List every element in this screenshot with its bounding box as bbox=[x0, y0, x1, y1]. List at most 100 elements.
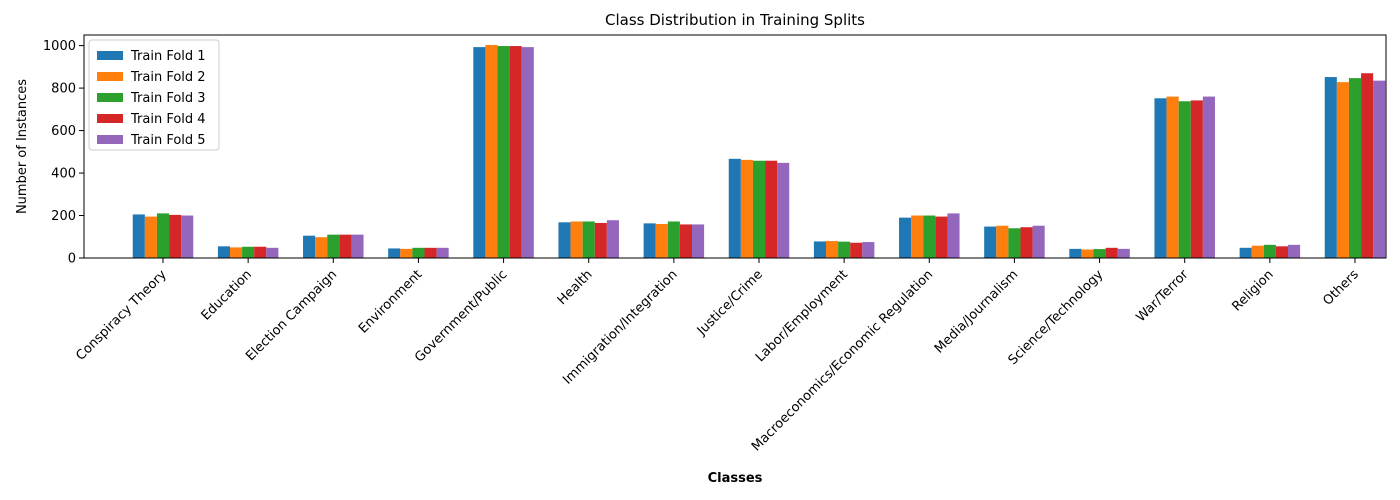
x-tick-label: Others bbox=[1320, 267, 1362, 309]
bar-2-9 bbox=[825, 241, 839, 258]
bar-3-5 bbox=[497, 46, 510, 258]
bar-2-4 bbox=[400, 248, 413, 258]
bar-1-14 bbox=[1239, 247, 1252, 258]
bar-4-11 bbox=[1020, 227, 1033, 258]
bar-2-5 bbox=[485, 44, 498, 259]
bar-4-6 bbox=[594, 222, 607, 258]
bar-5-6 bbox=[606, 220, 619, 258]
x-tick-label: Education bbox=[199, 267, 255, 323]
bar-1-10 bbox=[899, 217, 912, 258]
bar-3-7 bbox=[667, 221, 680, 258]
bar-4-9 bbox=[850, 242, 863, 258]
bar-4-14 bbox=[1275, 246, 1289, 258]
bar-2-2 bbox=[229, 247, 243, 258]
bar-2-8 bbox=[740, 159, 753, 258]
bar-2-11 bbox=[996, 225, 1009, 258]
legend-label: Train Fold 1 bbox=[130, 49, 206, 64]
legend-swatch bbox=[97, 114, 123, 123]
plot-frame bbox=[83, 34, 1387, 259]
bar-3-1 bbox=[156, 213, 170, 258]
legend-swatch bbox=[97, 93, 123, 102]
bar-1-15 bbox=[1324, 77, 1337, 258]
x-axis-label: Classes bbox=[708, 471, 763, 486]
bar-4-1 bbox=[169, 214, 182, 258]
bar-3-13 bbox=[1178, 101, 1191, 258]
x-tick-label: Macroeconomics/Economic Regulation bbox=[749, 267, 936, 454]
legend: Train Fold 1 Train Fold 2 Train Fold 3 Trai… bbox=[88, 39, 220, 151]
y-tick-label: 600 bbox=[51, 124, 76, 139]
bar-3-14 bbox=[1263, 244, 1276, 258]
y-axis-label: Number of Instances bbox=[15, 79, 30, 214]
bar-1-5 bbox=[473, 47, 486, 258]
x-tick-label: War/Terror bbox=[1134, 267, 1192, 325]
bar-3-11 bbox=[1008, 228, 1021, 258]
bar-1-11 bbox=[984, 226, 997, 258]
bar-3-8 bbox=[752, 160, 766, 258]
bar-4-4 bbox=[424, 247, 437, 258]
bar-3-4 bbox=[412, 247, 425, 258]
bar-2-13 bbox=[1166, 96, 1179, 258]
bar-2-12 bbox=[1081, 249, 1094, 258]
bar-1-4 bbox=[388, 248, 401, 258]
bar-1-3 bbox=[303, 235, 316, 258]
x-tick-label: Health bbox=[555, 267, 596, 308]
bar-4-15 bbox=[1361, 73, 1374, 258]
x-tick-label: Conspiracy Theory bbox=[73, 267, 170, 364]
bar-3-2 bbox=[242, 246, 255, 258]
x-tick-label: Election Campaign bbox=[243, 267, 340, 364]
x-tick-label: Media/Journalism bbox=[932, 267, 1021, 356]
bar-1-6 bbox=[558, 222, 571, 258]
bar-1-13 bbox=[1154, 98, 1167, 258]
legend-swatch bbox=[97, 135, 123, 144]
legend-label: Train Fold 2 bbox=[130, 70, 206, 85]
bar-5-13 bbox=[1202, 96, 1215, 258]
bar-4-7 bbox=[679, 224, 693, 258]
legend-label: Train Fold 3 bbox=[130, 91, 206, 106]
bar-5-4 bbox=[436, 247, 449, 258]
y-tick-label: 200 bbox=[51, 209, 76, 224]
bar-5-10 bbox=[947, 213, 960, 258]
bar-5-3 bbox=[351, 234, 364, 258]
bar-5-8 bbox=[777, 162, 790, 258]
x-tick-label: Labor/Employment bbox=[753, 267, 851, 365]
bar-2-6 bbox=[570, 221, 583, 258]
legend-label: Train Fold 5 bbox=[130, 133, 206, 148]
legend-label: Train Fold 4 bbox=[130, 112, 206, 127]
bar-2-15 bbox=[1336, 82, 1349, 259]
bar-1-9 bbox=[813, 241, 826, 258]
bar-1-7 bbox=[643, 223, 656, 258]
x-tick-label: Environment bbox=[356, 267, 425, 336]
y-axis: 0 200 400 600 800 1000 bbox=[43, 39, 84, 267]
chart-title: Class Distribution in Training Splits bbox=[605, 11, 865, 29]
bar-4-2 bbox=[254, 246, 267, 258]
x-tick-label: Science/Technology bbox=[1006, 267, 1107, 368]
bar-1-2 bbox=[217, 246, 230, 258]
bar-1-1 bbox=[132, 214, 145, 258]
bar-5-15 bbox=[1373, 80, 1386, 258]
bar-5-9 bbox=[862, 242, 875, 258]
bar-1-12 bbox=[1069, 248, 1082, 258]
bar-5-12 bbox=[1117, 248, 1130, 258]
bar-5-1 bbox=[181, 215, 194, 258]
bar-5-7 bbox=[692, 224, 705, 258]
x-tick-label: Justice/Crime bbox=[694, 267, 766, 339]
bar-4-5 bbox=[509, 46, 522, 258]
legend-swatch bbox=[97, 72, 123, 81]
bar-2-1 bbox=[144, 216, 157, 258]
y-tick-label: 1000 bbox=[43, 39, 76, 54]
bar-2-7 bbox=[655, 224, 668, 258]
bar-2-10 bbox=[911, 215, 924, 258]
bar-3-9 bbox=[838, 241, 851, 258]
bar-4-3 bbox=[339, 234, 352, 258]
bar-4-13 bbox=[1190, 100, 1203, 258]
bar-3-6 bbox=[582, 221, 595, 258]
y-tick-label: 400 bbox=[51, 167, 76, 182]
bar-3-3 bbox=[327, 234, 340, 258]
bar-5-14 bbox=[1288, 244, 1301, 258]
x-tick-label: Religion bbox=[1229, 267, 1276, 314]
y-tick-label: 0 bbox=[68, 252, 76, 267]
bar-4-8 bbox=[765, 160, 778, 258]
bar-5-2 bbox=[266, 247, 279, 258]
